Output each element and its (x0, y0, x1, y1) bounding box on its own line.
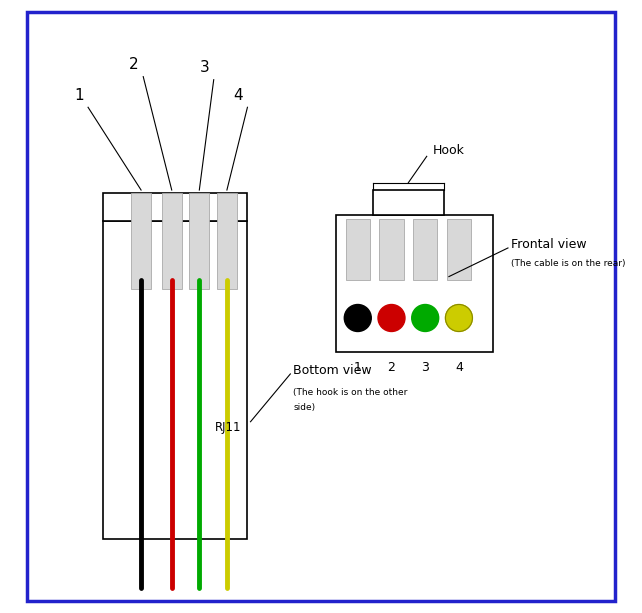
Text: Frontal view: Frontal view (511, 238, 587, 251)
Bar (413, 219, 437, 280)
Bar (379, 219, 404, 280)
Text: 1: 1 (354, 361, 361, 375)
Text: 4: 4 (234, 88, 243, 102)
Circle shape (446, 305, 473, 332)
Text: Bottom view: Bottom view (293, 364, 372, 378)
Bar (189, 193, 209, 289)
Text: side): side) (293, 403, 315, 412)
Text: 2: 2 (129, 57, 139, 72)
Text: 4: 4 (455, 361, 463, 375)
Circle shape (412, 305, 438, 332)
Text: 2: 2 (388, 361, 395, 375)
Bar (336, 215, 492, 352)
Bar (131, 193, 152, 289)
Circle shape (378, 305, 405, 332)
Bar (217, 193, 237, 289)
Bar (373, 190, 444, 215)
Text: RJ11: RJ11 (215, 421, 241, 435)
Text: (The hook is on the other: (The hook is on the other (293, 388, 408, 397)
Bar (162, 193, 182, 289)
Text: 1: 1 (74, 88, 83, 102)
Text: Hook: Hook (433, 143, 465, 157)
Text: (The cable is on the rear): (The cable is on the rear) (511, 259, 625, 268)
Bar (345, 219, 370, 280)
Text: 3: 3 (421, 361, 429, 375)
Text: 3: 3 (200, 60, 209, 75)
Bar (103, 221, 247, 539)
Bar (447, 219, 471, 280)
Bar (103, 193, 247, 221)
Circle shape (344, 305, 371, 332)
